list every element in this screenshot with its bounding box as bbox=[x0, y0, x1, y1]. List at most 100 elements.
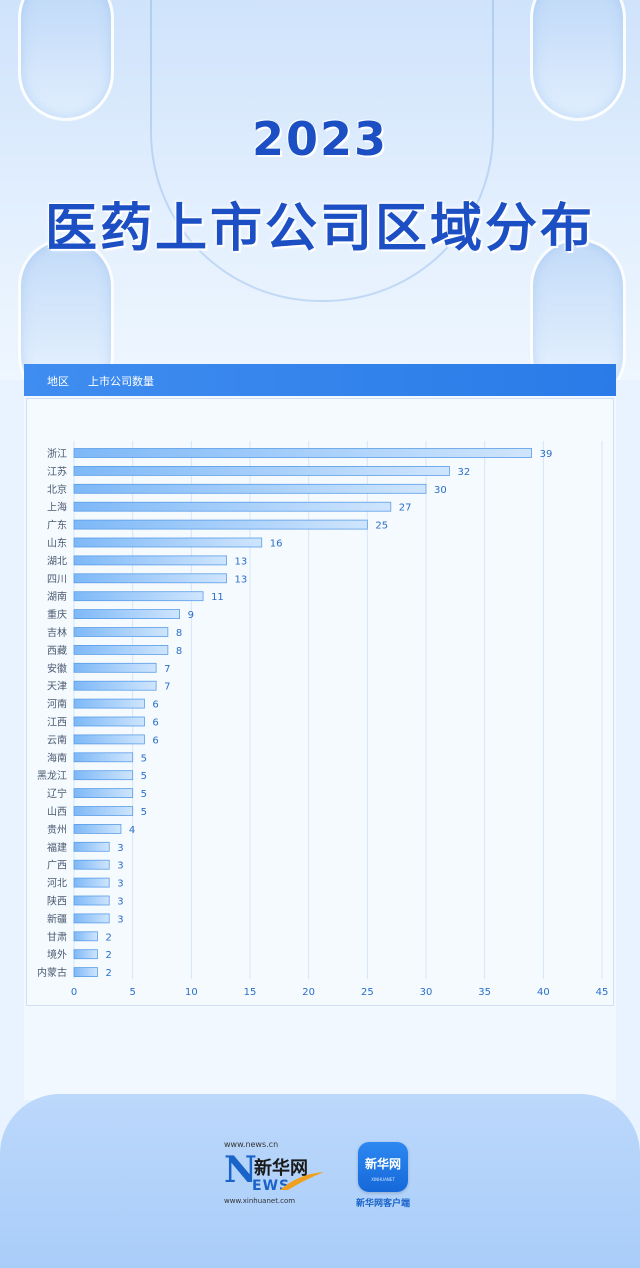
bar bbox=[73, 662, 157, 673]
category-label: 江苏 bbox=[47, 465, 67, 478]
bar bbox=[73, 501, 392, 512]
category-label: 广东 bbox=[47, 519, 67, 532]
data-label: 4 bbox=[129, 825, 135, 836]
category-label: 江西 bbox=[47, 717, 67, 729]
news-logo-n: N bbox=[224, 1149, 257, 1191]
bar bbox=[73, 841, 110, 852]
data-label: 7 bbox=[164, 664, 170, 675]
category-label: 福建 bbox=[47, 841, 67, 854]
category-label: 湖南 bbox=[47, 590, 67, 603]
site-url: www.news.cn bbox=[224, 1140, 279, 1149]
top-background bbox=[0, 0, 640, 380]
bar bbox=[73, 519, 368, 530]
category-label: 辽宁 bbox=[47, 787, 67, 800]
data-label: 30 bbox=[434, 485, 447, 496]
header-count-label: 上市公司数量 bbox=[88, 375, 154, 388]
bar bbox=[73, 680, 157, 691]
data-label: 5 bbox=[141, 789, 147, 800]
category-label: 天津 bbox=[47, 681, 67, 693]
category-label: 陕西 bbox=[47, 895, 67, 908]
bar bbox=[73, 716, 145, 727]
category-label: 广西 bbox=[47, 860, 67, 872]
data-label: 6 bbox=[152, 718, 158, 729]
data-label: 5 bbox=[141, 807, 147, 818]
decorative-pill bbox=[18, 238, 114, 380]
data-label: 32 bbox=[457, 467, 470, 478]
data-label: 13 bbox=[235, 574, 248, 585]
x-tick-label: 45 bbox=[596, 987, 609, 998]
bar bbox=[73, 752, 134, 763]
data-label: 5 bbox=[141, 771, 147, 782]
bar bbox=[73, 591, 204, 602]
data-label: 3 bbox=[117, 879, 123, 890]
bar bbox=[73, 859, 110, 870]
bar bbox=[73, 555, 227, 566]
data-label: 27 bbox=[399, 503, 412, 514]
app-icon-subtext: XINHUANET bbox=[371, 1177, 395, 1182]
bar bbox=[73, 823, 122, 834]
data-label: 11 bbox=[211, 592, 224, 603]
x-tick-label: 20 bbox=[302, 987, 315, 998]
data-label: 2 bbox=[105, 968, 111, 979]
data-label: 3 bbox=[117, 861, 123, 872]
data-label: 16 bbox=[270, 539, 283, 550]
bar bbox=[73, 806, 134, 816]
x-tick-label: 15 bbox=[244, 987, 257, 998]
bar bbox=[73, 967, 98, 977]
header-region-label: 地区 bbox=[47, 375, 69, 388]
bar bbox=[73, 537, 263, 548]
category-label: 黑龙江 bbox=[37, 769, 67, 782]
category-label: 新疆 bbox=[47, 912, 67, 925]
bar bbox=[73, 895, 110, 906]
x-tick-label: 25 bbox=[361, 987, 374, 998]
category-label: 西藏 bbox=[47, 645, 67, 657]
data-label: 8 bbox=[176, 646, 182, 657]
data-label: 6 bbox=[152, 700, 158, 711]
xinhuanet-url: www.xinhuanet.com bbox=[224, 1197, 296, 1205]
bar bbox=[73, 877, 110, 888]
category-label: 境外 bbox=[47, 948, 67, 961]
page-title: 医药上市公司区域分布 bbox=[44, 199, 595, 259]
data-label: 25 bbox=[375, 521, 388, 532]
data-label: 6 bbox=[152, 735, 158, 746]
footer-background bbox=[0, 1094, 640, 1268]
category-label: 云南 bbox=[47, 733, 67, 746]
xinhua-logo-text: 新华网 bbox=[254, 1158, 308, 1179]
bar bbox=[73, 573, 227, 584]
bar bbox=[73, 949, 98, 960]
data-label: 39 bbox=[540, 449, 553, 460]
data-label: 2 bbox=[105, 950, 111, 961]
decorative-pill bbox=[530, 0, 626, 121]
x-tick-label: 30 bbox=[420, 987, 433, 998]
x-tick-label: 5 bbox=[129, 987, 135, 998]
app-label: 新华网客户端 bbox=[355, 1199, 410, 1209]
data-label: 3 bbox=[117, 914, 123, 925]
title-year: 2023 bbox=[251, 112, 389, 166]
data-label: 7 bbox=[164, 682, 170, 693]
category-label: 山东 bbox=[47, 537, 67, 550]
bar bbox=[73, 931, 98, 942]
bar bbox=[73, 448, 533, 458]
category-label: 河南 bbox=[47, 698, 67, 711]
category-label: 河北 bbox=[47, 878, 67, 890]
data-label: 2 bbox=[105, 932, 111, 943]
x-tick-label: 40 bbox=[537, 987, 550, 998]
bar bbox=[73, 483, 427, 494]
category-label: 浙江 bbox=[47, 448, 67, 460]
bar bbox=[73, 627, 169, 637]
category-label: 湖北 bbox=[47, 555, 67, 567]
app-icon[interactable] bbox=[358, 1142, 408, 1192]
category-label: 重庆 bbox=[47, 608, 67, 621]
category-label: 北京 bbox=[47, 483, 67, 496]
category-label: 海南 bbox=[47, 751, 67, 764]
chart-area: 浙江 39 江苏 32 北京 30 上海 27 广东 25 山东 16 湖北 13 四川 13 湖南 11 重庆 9 吉… bbox=[26, 398, 614, 1006]
logo-swoosh-icon bbox=[280, 1172, 324, 1190]
bar bbox=[73, 770, 134, 781]
bar bbox=[73, 734, 145, 745]
news-logo-ews: EWS bbox=[252, 1178, 291, 1194]
data-label: 9 bbox=[188, 610, 194, 621]
data-label: 13 bbox=[235, 556, 248, 567]
category-label: 上海 bbox=[47, 501, 67, 514]
app-icon-text: 新华网 bbox=[364, 1157, 401, 1171]
